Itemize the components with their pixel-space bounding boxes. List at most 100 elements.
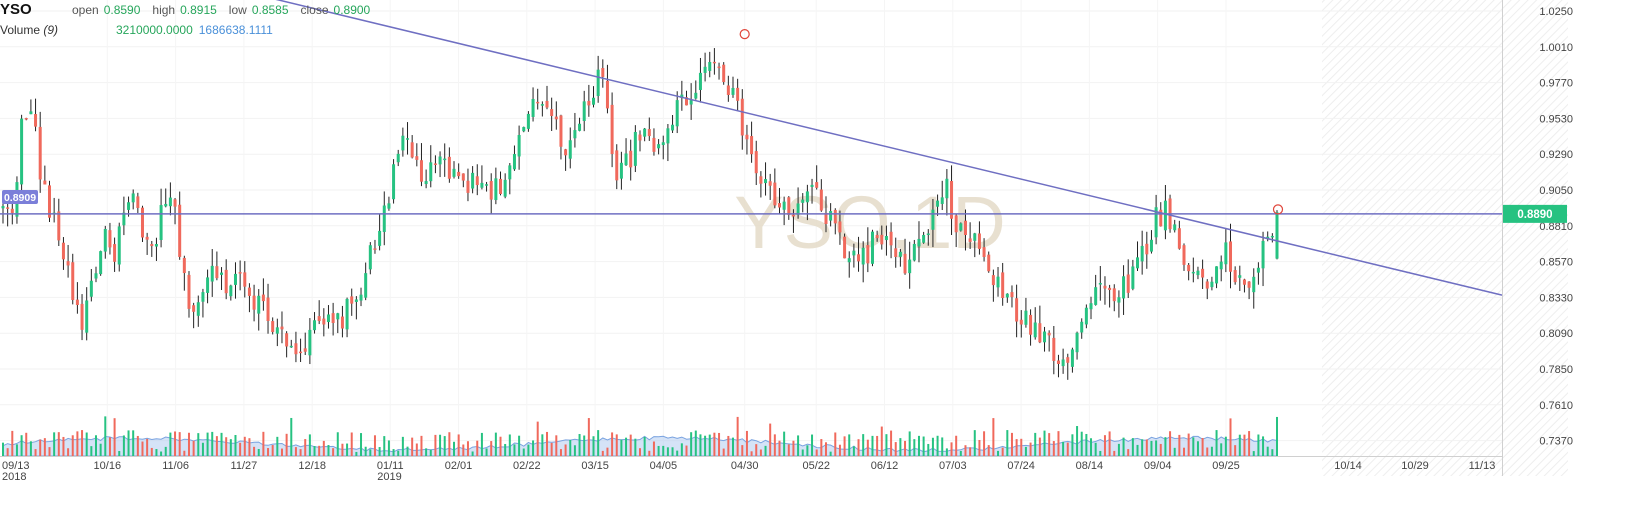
volume-bar [587, 418, 590, 456]
x-tick-label: 11/06 [162, 460, 189, 472]
volume-bar [285, 433, 288, 456]
candle-body [29, 111, 33, 115]
candle-body [940, 197, 944, 204]
candle-body [192, 305, 196, 312]
candle-body [303, 348, 307, 352]
candle-body [973, 233, 977, 241]
candle-body [6, 207, 10, 209]
volume-bar [76, 431, 79, 456]
candle-body [605, 80, 609, 109]
candle-body [922, 234, 926, 243]
candle-body [1024, 310, 1028, 325]
x-tick-label: 04/30 [731, 460, 759, 472]
volume-bar [271, 445, 274, 456]
candle-body [582, 101, 586, 121]
candle-body [461, 173, 465, 181]
candle-body [592, 97, 596, 105]
volume-bar [578, 434, 581, 456]
volume-bar [1034, 432, 1037, 456]
volume-bar [880, 426, 883, 456]
candle-body [508, 165, 512, 180]
candle-body [1238, 275, 1242, 278]
volume-bar [457, 434, 460, 456]
candle-body [285, 333, 289, 347]
candle-body [475, 176, 479, 186]
candle-body [247, 287, 251, 296]
candle-body [1145, 243, 1149, 255]
volume-bar [304, 439, 307, 456]
candle-body [340, 316, 344, 329]
candle-body [364, 273, 368, 298]
candle-body [1033, 322, 1037, 338]
candle-body [564, 149, 568, 156]
volume-bar [987, 445, 990, 456]
volume-bar [1057, 431, 1060, 456]
volume-bar [931, 437, 934, 456]
candle-body [401, 135, 405, 151]
volume-bar [778, 440, 781, 456]
y-tick-label: 0.7610 [1539, 400, 1573, 412]
candle-body [1136, 257, 1140, 269]
candle-body [326, 314, 330, 323]
volume-bar [666, 447, 669, 456]
volume-bar [1103, 435, 1106, 456]
volume-bar [546, 431, 549, 456]
x-axis: 09/13 10/16 11/06 11/27 12/18 01/11 02/01 02/22… [0, 456, 1502, 483]
candle-body [168, 197, 172, 207]
volume-bar [239, 442, 242, 456]
candle-body [898, 251, 902, 257]
volume-bar [773, 434, 776, 456]
volume-bar [1122, 437, 1125, 456]
volume-bar [57, 432, 60, 456]
candle-body [238, 272, 242, 274]
volume-bar [1038, 437, 1041, 456]
volume-bar [43, 438, 46, 456]
x-tick-label: 11/27 [231, 460, 258, 472]
candle-body [633, 131, 637, 166]
volume-bar [597, 430, 600, 456]
volume-bar [913, 439, 916, 456]
symbol-name[interactable]: YSO [0, 1, 32, 18]
grid [0, 10, 1502, 442]
y-tick-label: 0.9530 [1539, 113, 1573, 125]
x-year-label: 2018 [2, 471, 26, 483]
candle-body [336, 313, 340, 320]
candle-body [1177, 228, 1181, 249]
candle-body [136, 196, 140, 208]
volume-label: Volume [0, 23, 41, 37]
candle-body [517, 134, 521, 157]
candle-body [499, 178, 503, 195]
volume-bar [973, 430, 976, 456]
price-tag-right-bg [1503, 204, 1567, 223]
volume-indicator-label[interactable]: Volume (9) [0, 20, 116, 40]
candle-body [1201, 268, 1205, 278]
candle-body [1224, 242, 1228, 265]
volume-bar [625, 437, 628, 456]
candle-body [429, 162, 433, 182]
volume-bar [1010, 432, 1013, 456]
volume-bar [215, 436, 218, 456]
candle-body [912, 243, 916, 261]
candle-body [229, 285, 233, 297]
volume-period: (9) [43, 23, 59, 37]
candle-body [852, 250, 856, 256]
candle-body [866, 245, 870, 264]
volume-bar [197, 433, 200, 456]
candle-body [471, 172, 475, 189]
volume-bar [1145, 439, 1148, 456]
candle-body [1089, 303, 1093, 310]
candle-body [354, 299, 358, 302]
volume-bar [243, 436, 246, 456]
candle-body [545, 100, 549, 108]
volume-bar [685, 445, 688, 456]
candle-body [1075, 332, 1079, 353]
volume-bar [434, 434, 437, 456]
volume-bar [48, 447, 51, 456]
volume-bar [471, 451, 474, 456]
candle-body [950, 181, 954, 219]
price-tag-left-bg [2, 190, 38, 205]
volume-bar [1131, 438, 1134, 456]
drawing-lines[interactable] [0, 0, 1503, 296]
